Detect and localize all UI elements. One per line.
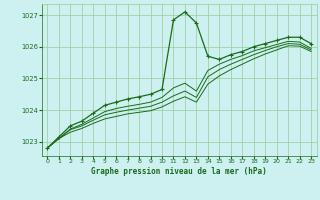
X-axis label: Graphe pression niveau de la mer (hPa): Graphe pression niveau de la mer (hPa) bbox=[91, 167, 267, 176]
